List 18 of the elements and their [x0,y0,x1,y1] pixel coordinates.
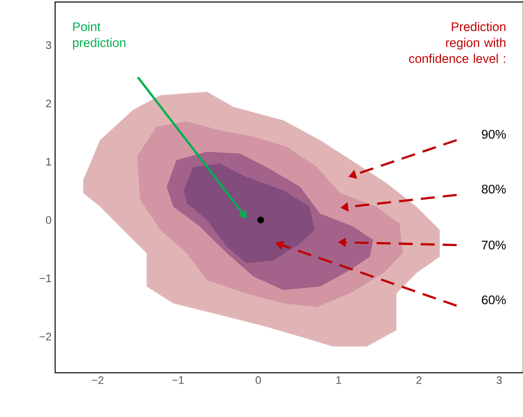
y-tick-label: 2 [46,100,52,108]
x-tick-label: 2 [416,376,422,384]
annotation: Prediction region with confidence level : [409,22,506,64]
y-tick-label: 3 [46,41,52,49]
annotation: 90% [482,130,506,139]
x-tick-label: −2 [92,376,104,384]
annotation: 70% [482,240,506,250]
x-tick-label: 1 [336,376,342,384]
annotation: 60% [482,295,506,304]
annotation: Point prediction [73,22,126,50]
x-tick-label: 3 [496,376,502,384]
x-tick-label: 0 [256,376,261,384]
x-tick-label: −1 [172,376,184,384]
annotation: 80% [482,184,506,194]
y-tick-label: −1 [40,274,52,282]
y-tick-label: −2 [40,332,52,340]
y-tick-label: 0 [46,216,52,224]
y-tick-label: 1 [46,158,52,166]
